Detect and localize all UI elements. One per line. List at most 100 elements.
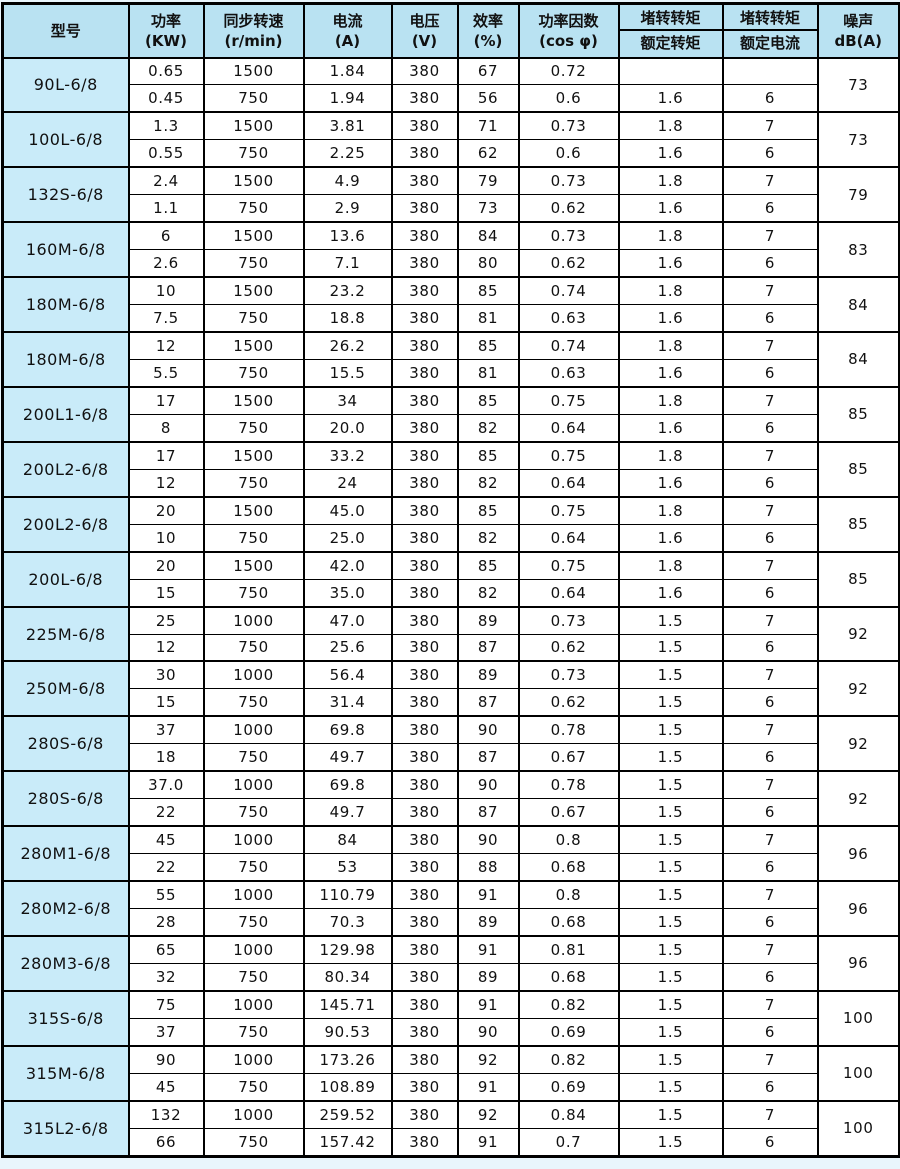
cell-efficiency: 85 — [456, 331, 520, 360]
cell-power: 75 — [127, 989, 205, 1019]
table-row: 2.6 750 7.1 380 80 0.62 1.6 6 — [3, 249, 900, 279]
header-line: 电压 — [409, 11, 440, 30]
cell-torque-ratio: 1.8 — [617, 550, 724, 580]
table-row: 10 750 25.0 380 82 0.64 1.6 6 — [3, 523, 900, 553]
cell-noise: 85 — [816, 550, 900, 608]
cell-power-factor: 0.64 — [517, 578, 620, 608]
header-ratio-denominator: 额定电流 — [739, 33, 800, 52]
cell-current: 13.6 — [302, 221, 393, 251]
cell-power: 17 — [127, 385, 205, 415]
cell-current-ratio: 7 — [721, 331, 819, 360]
header-line: (KW) — [145, 31, 187, 50]
cell-power: 0.55 — [127, 139, 205, 169]
table-row: 22 750 49.7 380 87 0.67 1.5 6 — [3, 798, 900, 828]
cell-current-ratio: 6 — [721, 1072, 819, 1102]
cell-noise: 73 — [816, 111, 900, 169]
cell-current-ratio: 7 — [721, 221, 819, 251]
cell-efficiency: 82 — [456, 413, 520, 443]
cell-noise: 92 — [816, 660, 900, 718]
cell-torque-ratio: 1.8 — [617, 221, 724, 251]
cell-model: 180M-6/8 — [1, 276, 130, 334]
cell-current-ratio: 6 — [721, 413, 819, 443]
cell-efficiency: 85 — [456, 276, 520, 306]
cell-current-ratio: 6 — [721, 1017, 819, 1047]
header-ratio-numerator: 堵转转矩 — [620, 6, 721, 31]
cell-speed: 1000 — [202, 880, 305, 910]
cell-current: 173.26 — [302, 1044, 393, 1074]
cell-voltage: 380 — [390, 304, 459, 334]
cell-power: 6 — [127, 221, 205, 251]
cell-noise: 73 — [816, 56, 900, 114]
cell-power: 15 — [127, 688, 205, 718]
cell-efficiency: 62 — [456, 139, 520, 169]
cell-power-factor: 0.62 — [517, 688, 620, 718]
cell-current: 1.84 — [302, 56, 393, 86]
cell-torque-ratio: 1.6 — [617, 139, 724, 169]
table-row: 160M-6/8 6 1500 13.6 380 84 0.73 1.8 7 83 — [1, 221, 900, 279]
cell-power-factor: 0.68 — [517, 908, 620, 938]
cell-efficiency: 88 — [456, 853, 520, 883]
cell-torque-ratio: 1.8 — [617, 276, 724, 306]
cell-torque-ratio: 1.5 — [617, 962, 724, 992]
cell-power: 90 — [127, 1044, 205, 1074]
cell-current: 129.98 — [302, 934, 393, 964]
cell-current: 24 — [302, 468, 393, 498]
table-row: 280M3-6/8 65 1000 129.98 380 91 0.81 1.5 7 96 — [1, 934, 900, 992]
cell-power: 22 — [127, 798, 205, 828]
cell-power: 8 — [127, 413, 205, 443]
table-row: 315M-6/8 90 1000 173.26 380 92 0.82 1.5 7 100 — [1, 1044, 900, 1102]
table-row: 315L2-6/8 132 1000 259.52 380 92 0.84 1.5 7 100 — [1, 1099, 900, 1158]
table-row: 12 750 25.6 380 87 0.62 1.5 6 — [3, 633, 900, 663]
cell-speed: 750 — [202, 139, 305, 169]
cell-torque-ratio: 1.6 — [617, 468, 724, 498]
cell-voltage: 380 — [390, 853, 459, 883]
cell-speed: 750 — [202, 633, 305, 663]
cell-current-ratio: 6 — [721, 194, 819, 224]
cell-power-factor: 0.62 — [517, 194, 620, 224]
cell-voltage: 380 — [390, 880, 459, 910]
cell-voltage: 380 — [390, 578, 459, 608]
cell-voltage: 380 — [390, 468, 459, 498]
cell-power: 37 — [127, 1017, 205, 1047]
cell-torque-ratio: 1.8 — [617, 385, 724, 415]
cell-power: 12 — [127, 633, 205, 663]
cell-current: 69.8 — [302, 715, 393, 745]
cell-noise: 96 — [816, 825, 900, 883]
cell-power-factor: 0.72 — [517, 56, 620, 86]
cell-voltage: 380 — [390, 605, 459, 635]
cell-current-ratio: 6 — [721, 743, 819, 773]
cell-current: 25.6 — [302, 633, 393, 663]
cell-voltage: 380 — [390, 715, 459, 745]
cell-efficiency: 84 — [456, 221, 520, 251]
cell-voltage: 380 — [390, 166, 459, 196]
cell-torque-ratio: 1.5 — [617, 1044, 724, 1074]
cell-power: 28 — [127, 908, 205, 938]
cell-current-ratio: 7 — [721, 934, 819, 964]
table-body: 90L-6/8 0.65 1500 1.84 380 67 0.72 73 0.45 750 1.9… — [1, 56, 900, 1158]
cell-power: 12 — [127, 468, 205, 498]
cell-speed: 750 — [202, 962, 305, 992]
table-row: 132S-6/8 2.4 1500 4.9 380 79 0.73 1.8 7 79 — [1, 166, 900, 224]
cell-voltage: 380 — [390, 495, 459, 525]
cell-torque-ratio: 1.5 — [617, 908, 724, 938]
cell-power: 55 — [127, 880, 205, 910]
cell-current: 69.8 — [302, 770, 393, 800]
cell-current-ratio: 7 — [721, 166, 819, 196]
cell-efficiency: 71 — [456, 111, 520, 141]
cell-model: 280M1-6/8 — [1, 825, 130, 883]
table-row: 90L-6/8 0.65 1500 1.84 380 67 0.72 73 — [1, 56, 900, 114]
cell-power-factor: 0.73 — [517, 166, 620, 196]
cell-voltage: 380 — [390, 550, 459, 580]
cell-speed: 750 — [202, 358, 305, 388]
cell-speed: 1000 — [202, 1044, 305, 1074]
cell-torque-ratio: 1.5 — [617, 853, 724, 883]
col-header-power-factor: 功率因数 (cos φ) — [517, 2, 620, 59]
table-row: 280M2-6/8 55 1000 110.79 380 91 0.8 1.5 7 96 — [1, 880, 900, 937]
cell-speed: 1500 — [202, 385, 305, 415]
table-row: 37 750 90.53 380 90 0.69 1.5 6 — [3, 1017, 900, 1047]
cell-power-factor: 0.68 — [517, 853, 620, 883]
table-row: 15 750 31.4 380 87 0.62 1.5 6 — [3, 688, 900, 718]
cell-power: 7.5 — [127, 304, 205, 334]
cell-current: 49.7 — [302, 798, 393, 828]
cell-voltage: 380 — [390, 194, 459, 224]
